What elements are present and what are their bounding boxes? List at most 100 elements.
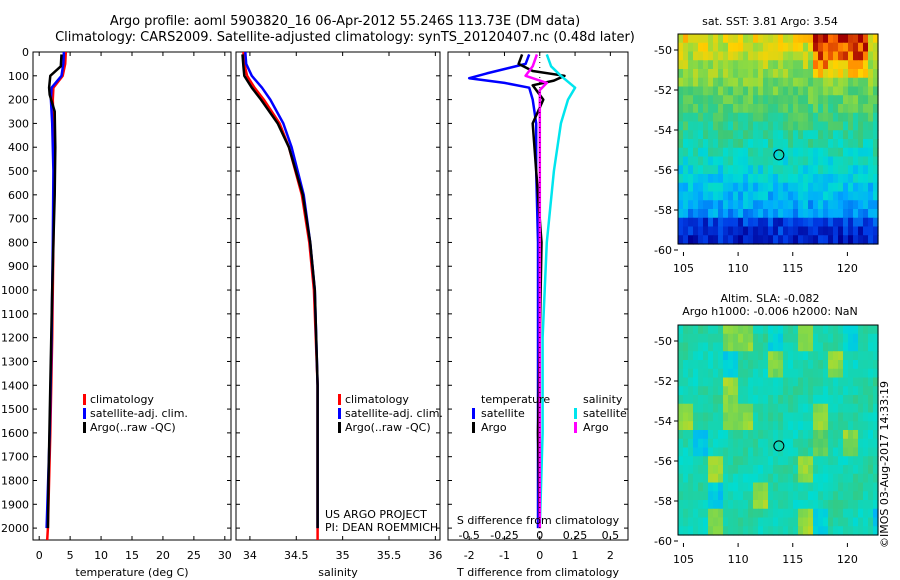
map-cell — [798, 377, 804, 387]
map-cell — [858, 235, 864, 245]
map-cell — [773, 333, 779, 344]
map-cell — [768, 174, 774, 184]
map-cell — [698, 121, 704, 131]
map-cell — [813, 447, 819, 457]
map-cell — [723, 182, 729, 193]
map-cell — [873, 447, 879, 457]
map-cell — [848, 360, 854, 370]
map-cell — [698, 386, 704, 396]
map-cell — [798, 412, 804, 422]
map-cell — [808, 139, 814, 149]
map-cell — [778, 139, 784, 149]
map-cell — [758, 165, 764, 175]
map-cell — [688, 139, 694, 149]
map-cell — [853, 139, 859, 149]
map-cell — [828, 51, 834, 61]
map-cell — [788, 174, 794, 184]
lon-tick-label: 120 — [837, 553, 858, 566]
map-cell — [678, 325, 684, 335]
map-cell — [743, 130, 749, 140]
map-cell — [793, 139, 799, 149]
map-cell — [813, 395, 819, 405]
map-cell — [693, 386, 699, 396]
map-cell — [863, 209, 869, 219]
map-cell — [713, 86, 719, 96]
legend-swatch — [83, 394, 86, 405]
map-cell — [783, 174, 789, 184]
map-cell — [803, 95, 809, 105]
map-cell — [793, 500, 799, 510]
map-cell — [678, 395, 684, 405]
map-cell — [778, 217, 784, 228]
map-cell — [798, 69, 804, 79]
map-cell — [843, 174, 849, 184]
map-cell — [873, 456, 879, 466]
map-cell — [768, 112, 774, 123]
map-cell — [713, 482, 719, 492]
map-cell — [823, 69, 829, 79]
legend-label: climatology — [345, 393, 409, 406]
map-cell — [743, 500, 749, 510]
map-cell — [823, 377, 829, 387]
map-cell — [683, 60, 689, 70]
map-cell — [813, 482, 819, 492]
map-cell — [788, 121, 794, 131]
map-cell — [718, 360, 724, 370]
map-cell — [798, 235, 804, 245]
map-cell — [703, 517, 709, 527]
series-line-argo-raw-qc- — [241, 54, 319, 529]
map-cell — [698, 95, 704, 105]
map-cell — [763, 130, 769, 140]
map-cell — [798, 226, 804, 236]
map-cell — [798, 121, 804, 131]
map-cell — [713, 447, 719, 457]
map-cell — [863, 430, 869, 440]
map-cell — [823, 368, 829, 379]
map-cell — [828, 465, 834, 475]
map-cell — [808, 191, 814, 201]
map-cell — [863, 60, 869, 70]
map-cell — [793, 456, 799, 466]
map-cell — [848, 342, 854, 352]
map-cell — [683, 342, 689, 352]
map-cell — [688, 360, 694, 370]
map-cell — [853, 104, 859, 114]
map-cell — [733, 226, 739, 236]
map-cell — [783, 112, 789, 123]
map-cell — [683, 147, 689, 158]
map-cell — [713, 112, 719, 123]
map-cell — [733, 351, 739, 361]
temperature-profile-frame — [32, 51, 232, 541]
map-cell — [698, 526, 704, 536]
map-cell — [743, 182, 749, 193]
map-cell — [853, 191, 859, 201]
map-cell — [798, 508, 804, 519]
map-cell — [718, 217, 724, 228]
map-cell — [828, 447, 834, 457]
map-cell — [838, 403, 844, 414]
x-tick-label: -2 — [464, 549, 475, 562]
map-cell — [793, 165, 799, 175]
map-cell — [683, 465, 689, 475]
map-cell — [873, 395, 879, 405]
map-cell — [788, 34, 794, 44]
map-cell — [708, 377, 714, 387]
legend-title-salinity: salinity — [583, 393, 623, 406]
map-cell — [768, 421, 774, 431]
map-cell — [808, 526, 814, 536]
map-cell — [713, 226, 719, 236]
map-cell — [748, 156, 754, 166]
lon-tick-label: 115 — [782, 262, 803, 275]
map-cell — [848, 325, 854, 335]
map-cell — [808, 77, 814, 88]
map-cell — [828, 403, 834, 414]
map-cell — [698, 491, 704, 501]
map-cell — [678, 526, 684, 536]
map-cell — [853, 130, 859, 140]
map-cell — [728, 403, 734, 414]
map-cell — [763, 395, 769, 405]
map-cell — [693, 377, 699, 387]
map-cell — [713, 386, 719, 396]
map-cell — [873, 235, 879, 245]
map-cell — [698, 342, 704, 352]
